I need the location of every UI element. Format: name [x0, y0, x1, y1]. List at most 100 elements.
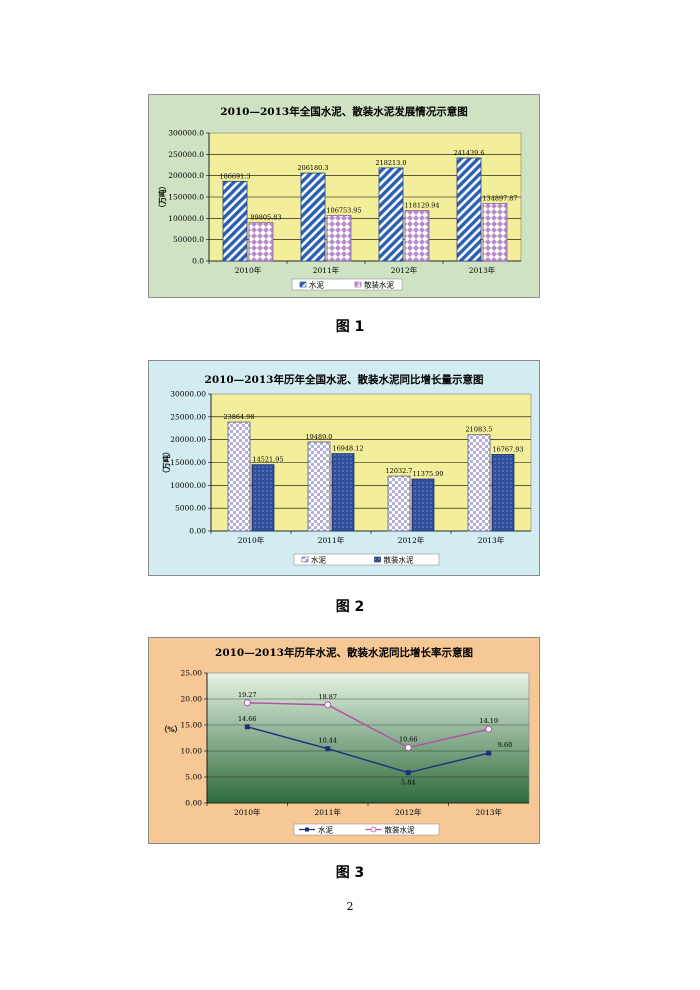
legend-marker [370, 826, 377, 833]
legend-label: 散装水泥 [385, 825, 415, 835]
y-tick-label: 0.00 [185, 799, 202, 808]
bar-bulk-cement [411, 478, 435, 532]
bar-cement [387, 475, 411, 532]
point-bulk-cement [404, 744, 412, 752]
bar-bulk-cement [326, 215, 352, 262]
data-label: 11375.99 [412, 470, 443, 478]
bar-cement [227, 421, 251, 532]
x-tick-label: 2012年 [391, 265, 418, 275]
series-line-bulk-cement [247, 702, 489, 749]
y-tick-label: 300000.0 [168, 129, 204, 138]
data-label: 218213.0 [375, 159, 406, 167]
chart-1: 2010—2013年全国水泥、散装水泥发展情况示意图 0.0 50000.0 1000… [148, 94, 540, 298]
y-tick-label: 150000.0 [168, 193, 204, 202]
data-label: 206180.3 [297, 164, 328, 172]
data-label: 14.66 [238, 715, 257, 723]
x-tick-label: 2010年 [234, 807, 261, 817]
y-tick-label: 50000.0 [173, 235, 204, 244]
legend-swatch [299, 281, 307, 288]
point-cement [325, 746, 331, 752]
point-bulk-cement [243, 699, 251, 707]
x-tick-label: 2011年 [313, 265, 340, 275]
data-label: 10.66 [399, 736, 418, 744]
data-label: 118129.94 [404, 202, 439, 210]
data-label: 16767.93 [492, 445, 523, 453]
x-tick-label: 2012年 [395, 807, 422, 817]
legend-label: 水泥 [318, 825, 333, 835]
y-tick-label: 30000.00 [170, 390, 206, 399]
chart-3-caption: 图 3 [335, 865, 365, 881]
legend-label: 散装水泥 [364, 280, 394, 290]
y-tick-label: 5000.00 [175, 504, 206, 513]
y-tick-label: 25.00 [181, 669, 203, 678]
chart-3: 2010—2013年历年水泥、散装水泥同比增长率示意图 0.00 5.00 10.00… [148, 637, 540, 844]
data-label: 89805.83 [250, 214, 281, 222]
chart-1-caption: 图 1 [335, 319, 365, 335]
bar-bulk-cement [248, 222, 274, 262]
data-label: 186691.3 [219, 172, 250, 180]
bar-bulk-cement [491, 454, 515, 532]
data-label: 241439.6 [453, 149, 484, 157]
bar-bulk-cement [404, 210, 430, 262]
chart-title: 2010—2013年历年全国水泥、散装水泥同比增长量示意图 [205, 373, 484, 386]
y-tick-label: 5.00 [185, 773, 202, 782]
data-label: 14521.95 [252, 456, 283, 464]
data-label: 16948.12 [332, 445, 363, 453]
x-tick-label: 2011年 [314, 807, 341, 817]
data-label: 134897.87 [482, 194, 517, 202]
y-tick-label: 15000.00 [170, 458, 206, 467]
legend-label: 水泥 [309, 280, 324, 290]
y-tick-label: 15.00 [181, 721, 203, 730]
data-label: 12032.7 [386, 467, 413, 475]
point-bulk-cement [324, 701, 332, 709]
y-tick-label: 0.0 [192, 257, 204, 266]
y-tick-label: 250000.0 [168, 150, 204, 159]
data-label: 10.44 [318, 737, 337, 745]
bar-cement [222, 180, 248, 262]
x-tick-label: 2011年 [318, 535, 345, 545]
y-tick-label: 10000.00 [170, 481, 206, 490]
legend-label: 散装水泥 [384, 555, 414, 565]
chart-2-caption: 图 2 [335, 599, 365, 615]
data-label: 14.19 [479, 717, 498, 725]
data-label: 19489.0 [306, 433, 333, 441]
series-line-cement [247, 726, 489, 774]
data-label: 106753.95 [326, 206, 361, 214]
y-tick-label: 25000.00 [170, 412, 206, 421]
bar-cement [378, 167, 404, 262]
bar-cement [467, 434, 491, 532]
data-label: 18.87 [318, 693, 337, 701]
bar-bulk-cement [331, 453, 355, 532]
chart-title: 2010—2013年全国水泥、散装水泥发展情况示意图 [220, 105, 467, 118]
point-bulk-cement [485, 725, 493, 733]
page-number: 2 [346, 900, 354, 913]
y-tick-label: 200000.0 [168, 171, 204, 180]
bar-bulk-cement [482, 203, 508, 262]
bar-cement [300, 172, 326, 262]
chart-2: 2010—2013年历年全国水泥、散装水泥同比增长量示意图 0.00 5000.00… [148, 360, 540, 576]
point-cement [244, 724, 250, 730]
legend [291, 278, 403, 291]
data-label: 9.60 [498, 741, 512, 749]
y-tick-label: 20.00 [181, 695, 203, 704]
y-tick-label: 0.00 [189, 527, 206, 536]
data-label: 21083.5 [466, 426, 493, 434]
y-tick-label: 20000.00 [170, 435, 206, 444]
y-tick-label: 100000.0 [168, 214, 204, 223]
data-label: 23864.98 [223, 413, 254, 421]
x-tick-label: 2012年 [398, 535, 425, 545]
legend-swatch [301, 556, 309, 563]
x-tick-label: 2013年 [475, 807, 502, 817]
x-tick-label: 2010年 [238, 535, 265, 545]
legend-swatch [354, 281, 362, 288]
legend-marker [305, 827, 309, 832]
x-tick-label: 2013年 [478, 535, 505, 545]
y-axis-label: （万吨） [161, 448, 171, 478]
chart-title: 2010—2013年历年水泥、散装水泥同比增长率示意图 [215, 646, 473, 659]
bar-cement [307, 441, 331, 532]
bar-bulk-cement [251, 464, 275, 532]
y-axis-label: （%） [160, 724, 182, 734]
bar-cement [456, 157, 482, 262]
y-axis-label: （万吨） [157, 182, 167, 212]
legend-swatch [374, 556, 381, 563]
